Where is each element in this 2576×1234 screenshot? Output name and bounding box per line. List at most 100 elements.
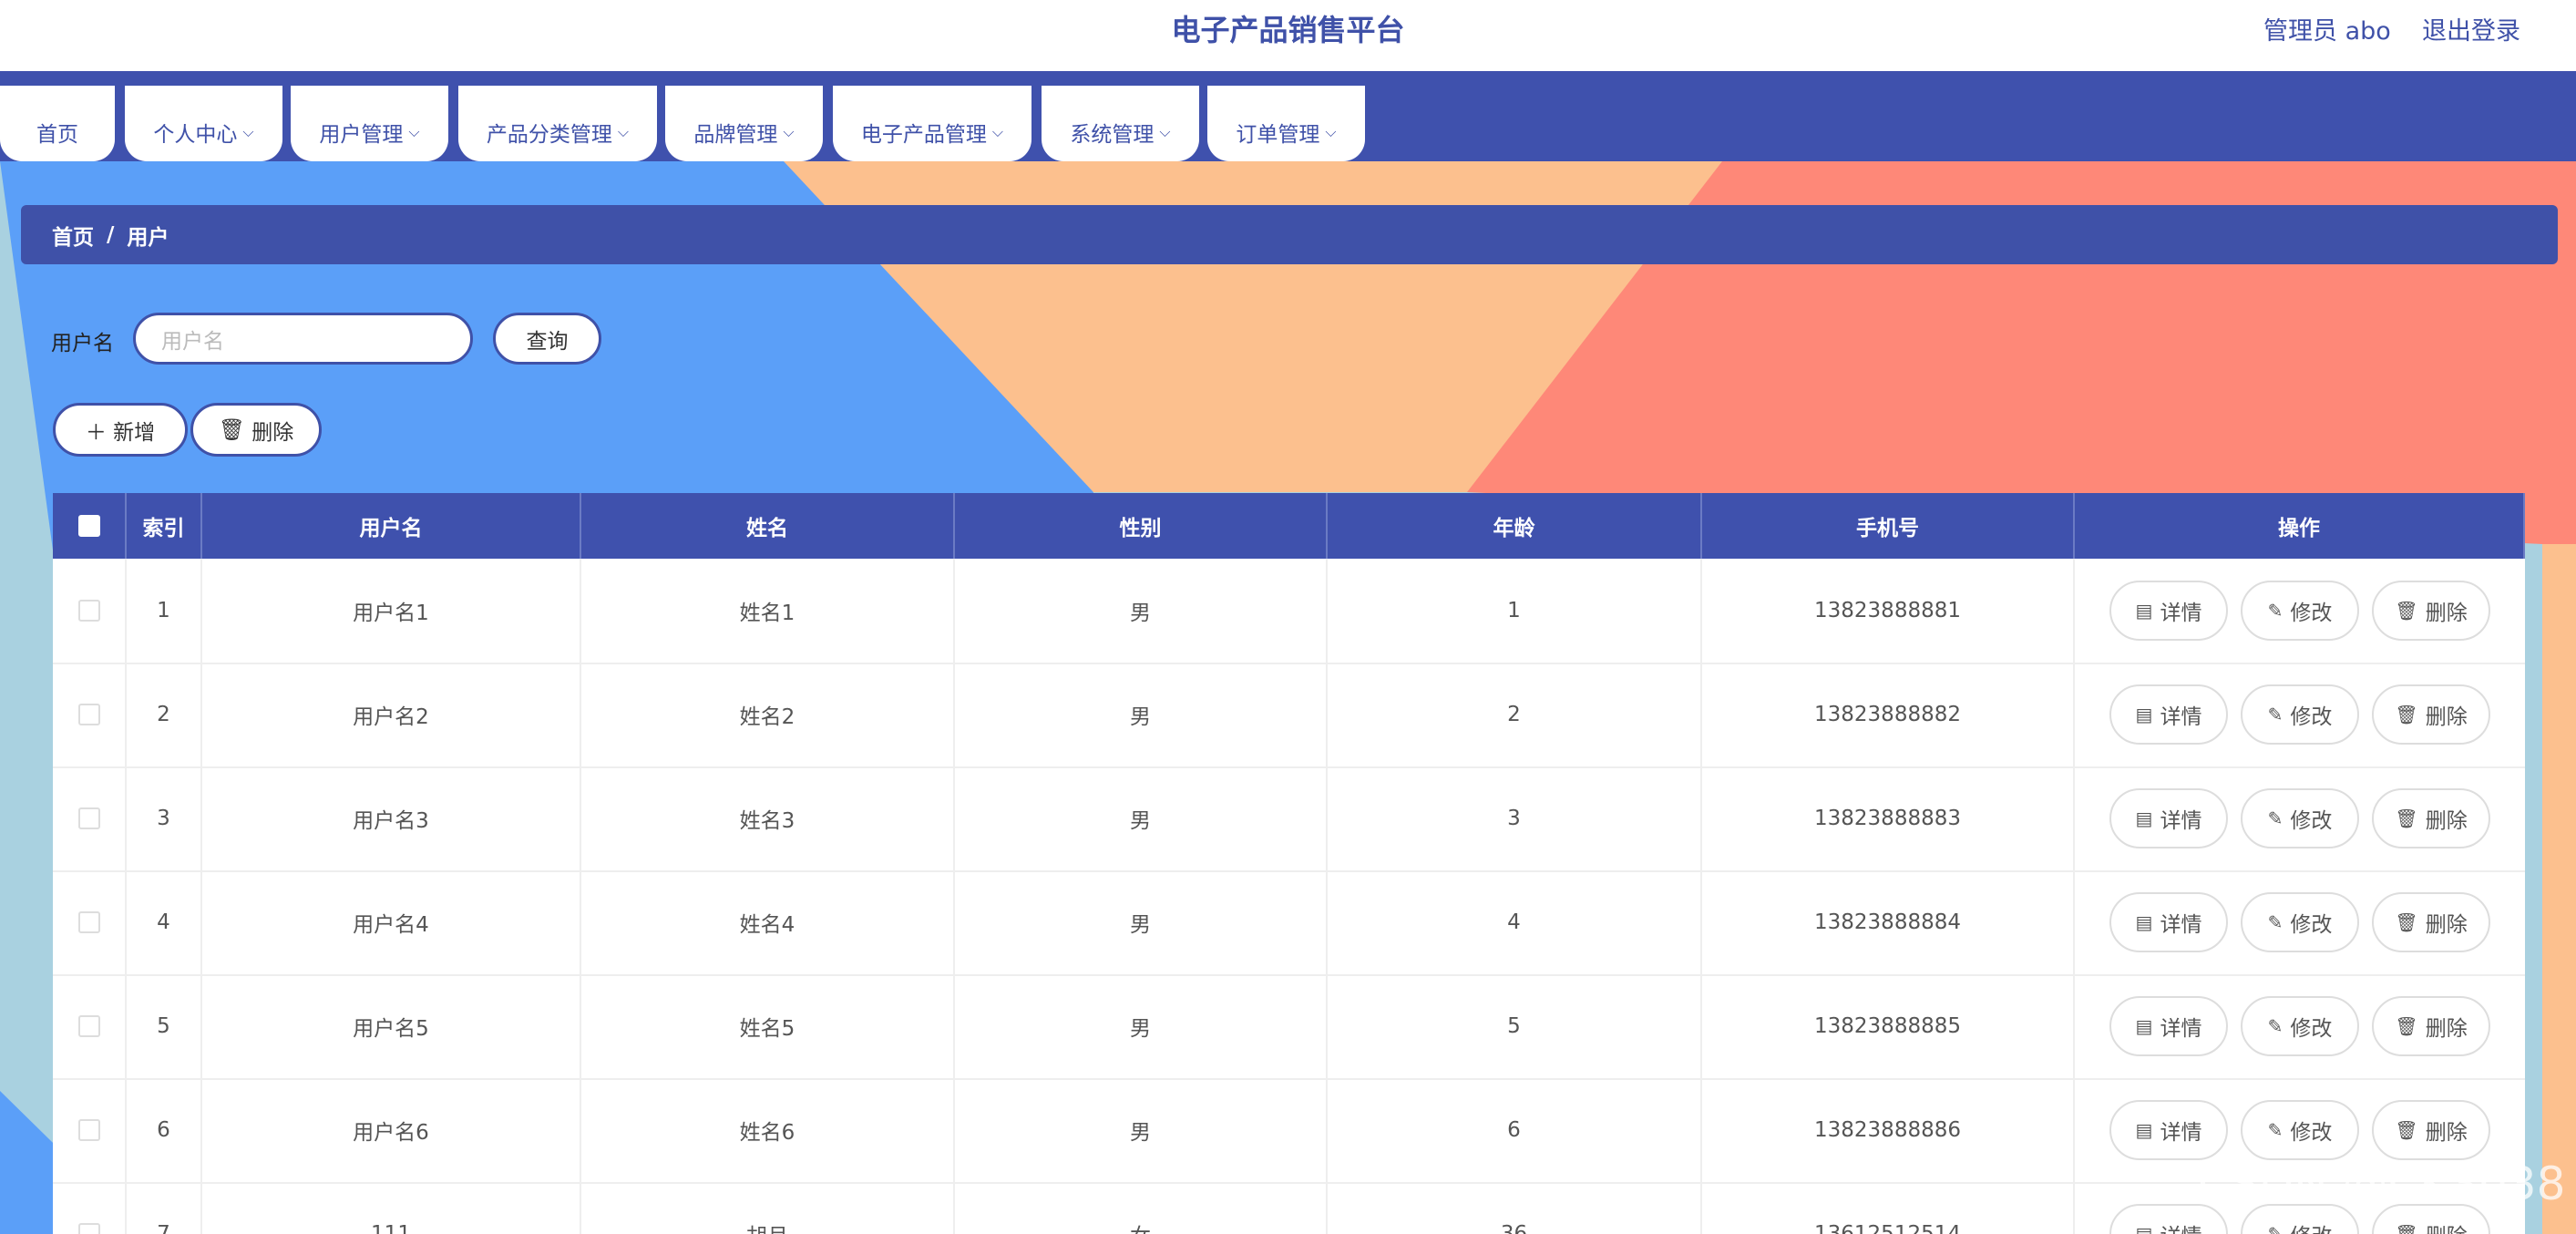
action-cell: ▤ 详情 ✎ 修改 🗑 删除 [2075,974,2525,1078]
label: 删除 [2426,1219,2468,1234]
label: 修改 [2290,1121,2333,1145]
cell: 13823888881 [1702,559,2075,663]
nav-tab[interactable]: 品牌管理 ⌵ [665,86,823,161]
label: 删除 [2425,602,2468,625]
cell [53,559,127,663]
chevron: ⌵ [783,122,795,140]
cell: 2 [1328,663,1702,766]
label: 修改 [2290,1017,2333,1041]
nav-label: 首页 [36,122,78,147]
cell: 3 [127,766,202,870]
row-action-button[interactable]: 🗑 删除 [2372,1100,2490,1160]
cell: 用户名1 [202,559,581,663]
row-action-button[interactable]: ✎ 修改 [2241,1100,2359,1160]
row-action-button[interactable]: ✎ 修改 [2241,996,2359,1056]
delete-button[interactable]: 🗑 删除 [190,403,322,457]
chevron: ⌵ [242,122,254,140]
row-checkbox[interactable] [77,807,100,829]
row-checkbox[interactable] [77,704,100,725]
header-cell: 用户名 [202,493,581,559]
watermark: CSDN @CK3038 [2198,1157,2566,1210]
icon: 🗑 [2395,1015,2418,1037]
nav-tab[interactable]: 用户管理 ⌵ [291,86,448,161]
header-cell: 年龄 [1328,493,1702,559]
cell [53,870,127,974]
cell: 男 [955,1078,1328,1182]
row-action-button[interactable]: ▤ 详情 [2109,581,2228,641]
cell: 姓名2 [581,663,955,766]
select-all[interactable] [77,515,100,537]
row-action-button[interactable]: ✎ 修改 [2241,684,2359,745]
icon: ✎ [2267,911,2284,933]
row-checkbox[interactable] [77,1223,100,1234]
table: 索引 用户名 姓名 性别 年龄 手机号 操作 1 用户名1 姓名1 男 1 13823888881 ▤ 详情… [53,493,2525,1234]
nav-tab[interactable]: 首页 [0,86,115,161]
cell: 男 [955,870,1328,974]
cell: 13612512514 [1702,1182,2075,1234]
nav-label: 系统管理 [1070,122,1155,147]
cell: 36 [1328,1182,1702,1234]
cell: 用户名2 [202,663,581,766]
cell: 姓名4 [581,870,955,974]
action-cell: ▤ 详情 ✎ 修改 🗑 删除 [2075,1182,2525,1234]
table-row: 7111胡月女3613612512514 ▤ 详情 ✎ 修改 🗑 删除 [53,1182,2525,1234]
nav-tab[interactable]: 个人中心 ⌵ [125,86,282,161]
chevron: ⌵ [1159,122,1171,140]
logout[interactable]: 退出登录 [2422,17,2520,46]
action-cell: ▤ 详情 ✎ 修改 🗑 删除 [2075,663,2525,766]
cell: 5 [1328,974,1702,1078]
cell: 男 [955,974,1328,1078]
icon: ✎ [2267,704,2284,725]
row-action-button[interactable]: ▤ 详情 [2109,892,2228,952]
row-action-button[interactable]: ▤ 详情 [2109,684,2228,745]
row-checkbox[interactable] [77,1015,100,1037]
label: 详情 [2160,705,2202,729]
nav-tab[interactable]: 电子产品管理 ⌵ [833,86,1031,161]
label: 删除 [2425,809,2468,833]
cell [53,766,127,870]
add-button[interactable]: ＋ 新增 [53,403,188,457]
row-checkbox[interactable] [77,911,100,933]
cell: 男 [955,663,1328,766]
row-action-button[interactable]: ▤ 详情 [2109,788,2228,848]
row-action-button[interactable]: 🗑 删除 [2372,996,2490,1056]
cell: 13823888886 [1702,1078,2075,1182]
row-action-button[interactable]: 🗑 删除 [2372,1204,2490,1234]
row-action-button[interactable]: 🗑 删除 [2372,788,2490,848]
action-cell: ▤ 详情 ✎ 修改 🗑 删除 [2075,559,2525,663]
cell: 姓名6 [581,1078,955,1182]
row-action-button[interactable]: ▤ 详情 [2109,1100,2228,1160]
cell [53,1078,127,1182]
label: 详情 [2160,1017,2202,1041]
nav-tab[interactable]: 产品分类管理 ⌵ [458,86,657,161]
row-checkbox[interactable] [77,600,100,622]
icon: ✎ [2267,600,2284,622]
cell: 13823888883 [1702,766,2075,870]
row-action-button[interactable]: ✎ 修改 [2241,581,2359,641]
cell: 4 [127,870,202,974]
icon: ✎ [2267,1119,2284,1141]
row-action-button[interactable]: 🗑 删除 [2372,581,2490,641]
label: 详情 [2160,602,2202,625]
icon: 🗑 [2395,704,2418,725]
label: 删除 [2425,705,2468,729]
icon: ▤ [2135,807,2153,829]
row-action-button[interactable]: 🗑 删除 [2372,684,2490,745]
cell [53,1182,127,1234]
row-action-button[interactable]: ▤ 详情 [2109,996,2228,1056]
cell: 111 [202,1182,581,1234]
nav-tab[interactable]: 系统管理 ⌵ [1042,86,1199,161]
cell: 13823888884 [1702,870,2075,974]
row-action-button[interactable]: ✎ 修改 [2241,892,2359,952]
search-button[interactable]: 查询 [493,313,601,365]
cell: 1 [127,559,202,663]
breadcrumb: 首页 / 用户 [21,205,2558,264]
label: 新增 [113,420,156,445]
row-checkbox[interactable] [77,1119,100,1141]
nav-tab[interactable]: 订单管理 ⌵ [1207,86,1365,161]
row-action-button[interactable]: 🗑 删除 [2372,892,2490,952]
search-input[interactable]: 用户名 [133,313,473,365]
row-action-button[interactable]: ✎ 修改 [2241,788,2359,848]
breadcrumb-item[interactable]: 首页 [52,225,94,250]
